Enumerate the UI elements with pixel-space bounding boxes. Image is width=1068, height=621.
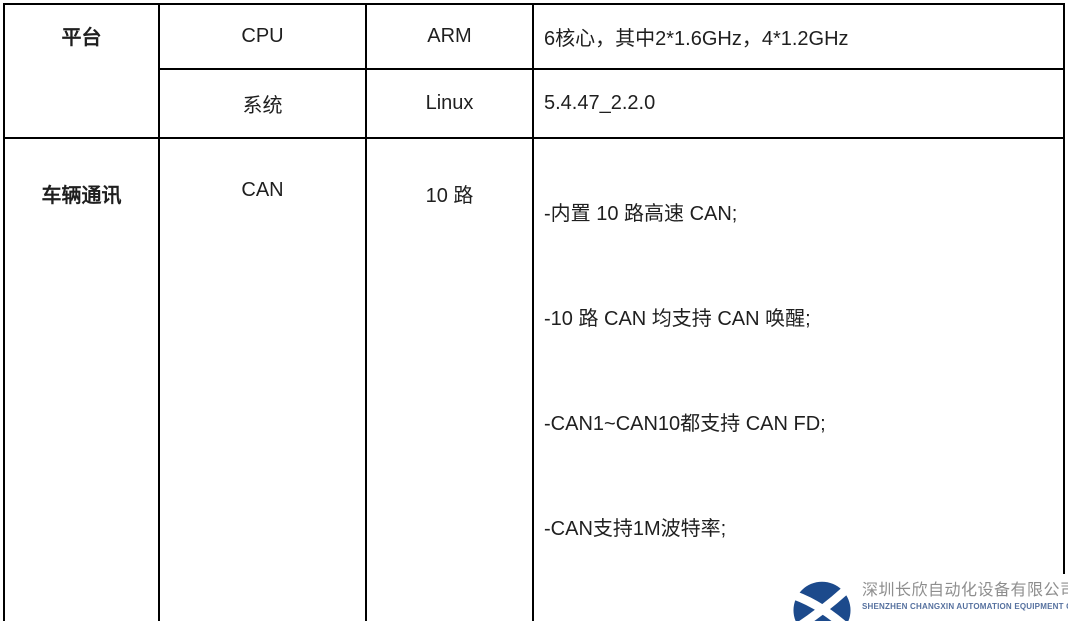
can-desc-line: -内置 10 路高速 CAN; <box>544 203 738 225</box>
changxin-logo-icon <box>793 581 851 621</box>
can-desc-line: -CAN支持1M波特率; <box>544 518 727 540</box>
spec-table: 平台 CPU ARM 6核心，其中2*1.6GHz，4*1.2GHz 系统 Li… <box>3 3 1065 621</box>
cell-desc-can: -内置 10 路高速 CAN; -10 路 CAN 均支持 CAN 唤醒; -C… <box>532 137 1065 621</box>
cell-component-can: CAN <box>158 137 367 621</box>
cell-component-cpu: CPU <box>158 3 367 70</box>
cell-desc-system: 5.4.47_2.2.0 <box>532 68 1065 139</box>
cell-component-system: 系统 <box>158 68 367 139</box>
company-name-block: 深圳长欣自动化设备有限公司 SHENZHEN CHANGXIN AUTOMATI… <box>862 582 1068 612</box>
company-name-cn: 深圳长欣自动化设备有限公司 <box>862 582 1068 599</box>
company-watermark: 深圳长欣自动化设备有限公司 SHENZHEN CHANGXIN AUTOMATI… <box>786 574 1068 621</box>
table-row: 平台 CPU ARM 6核心，其中2*1.6GHz，4*1.2GHz <box>3 3 1065 139</box>
cell-spec-can: 10 路 <box>365 137 534 621</box>
can-desc-line: -CAN1~CAN10都支持 CAN FD; <box>544 413 826 435</box>
table-row: 系统 Linux 5.4.47_2.2.0 <box>4 68 1065 139</box>
table-row: 车辆通讯 CAN 10 路 -内置 10 路高速 CAN; -10 路 CAN … <box>3 137 1065 621</box>
company-name-en: SHENZHEN CHANGXIN AUTOMATION EQUIPMENT C… <box>862 602 1068 611</box>
cell-spec-cpu: ARM <box>365 3 534 70</box>
cell-category-vehicle-comm: 车辆通讯 <box>3 137 160 621</box>
cell-category-platform: 平台 <box>3 3 160 139</box>
cell-spec-system: Linux <box>365 68 534 139</box>
cell-desc-cpu: 6核心，其中2*1.6GHz，4*1.2GHz <box>532 3 1065 70</box>
can-desc-line: -10 路 CAN 均支持 CAN 唤醒; <box>544 308 811 330</box>
